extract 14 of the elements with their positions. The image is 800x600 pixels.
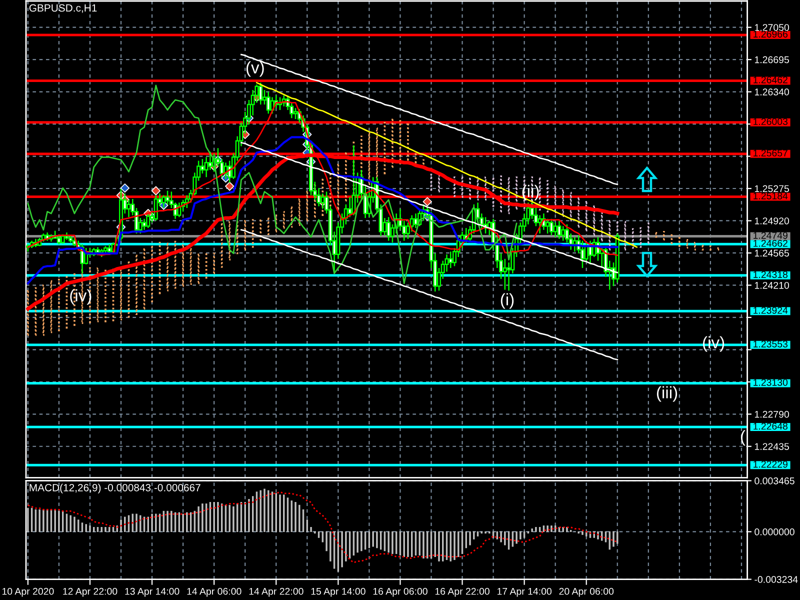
- y-tick-label: 0.003465: [754, 477, 794, 484]
- y-tick-label: -0.003234: [754, 576, 798, 583]
- x-tick-label: 16 Apr 06:00: [373, 588, 428, 597]
- x-tick-label: 14 Apr 22:00: [249, 588, 304, 597]
- x-tick-label: 20 Apr 06:00: [559, 588, 614, 597]
- x-tick-label: 17 Apr 14:00: [497, 588, 552, 597]
- y-tick-label: 0.000000: [754, 528, 794, 536]
- x-tick-label: 14 Apr 06:00: [187, 588, 242, 597]
- x-tick-label: 16 Apr 22:00: [435, 588, 490, 597]
- x-tick-label: 12 Apr 22:00: [63, 588, 118, 597]
- chart-title: MACD(12,26,9) -0.000843 -0.000667: [30, 484, 200, 494]
- x-tick-label: 10 Apr 2020: [2, 588, 54, 597]
- x-tick-label: 13 Apr 14:00: [125, 588, 180, 597]
- x-tick-label: 15 Apr 14:00: [311, 588, 366, 597]
